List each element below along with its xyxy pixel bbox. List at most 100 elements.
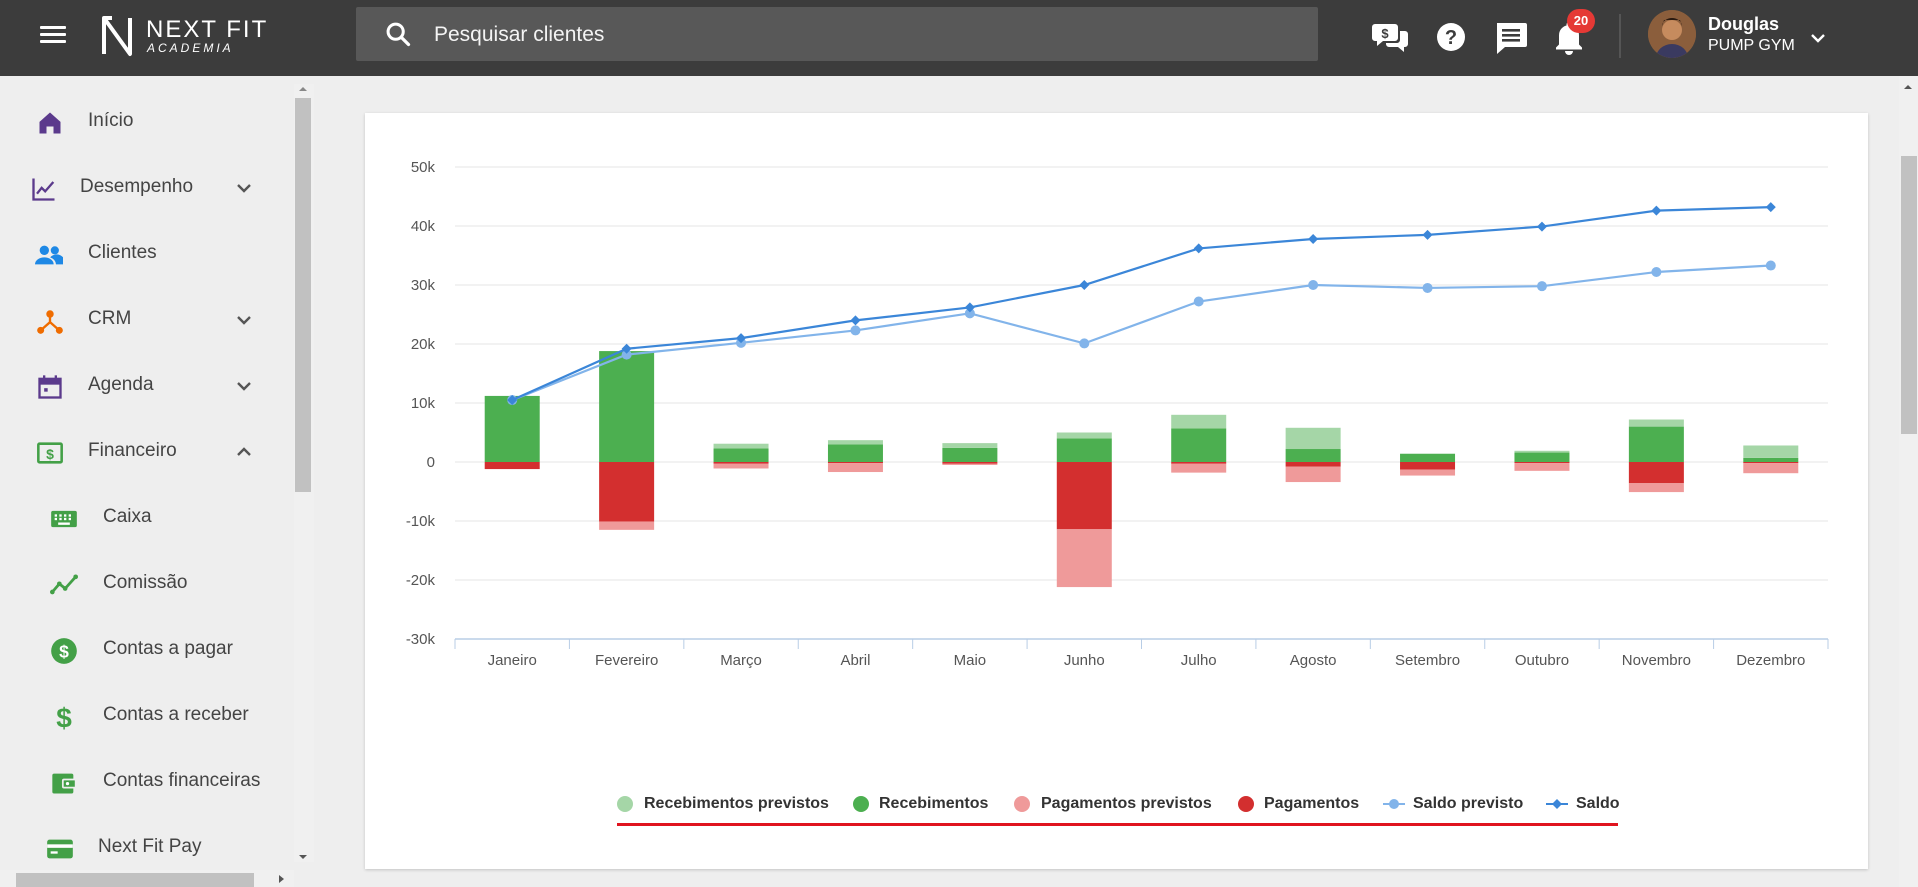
legend-underline [617, 823, 1618, 826]
chevron-down-icon[interactable] [1806, 26, 1830, 50]
sidebar-item-clientes[interactable]: Clientes [0, 228, 290, 280]
main-scrollbar-thumb[interactable] [1901, 156, 1917, 434]
sidebar-item-financeiro[interactable]: $ Financeiro [0, 426, 290, 478]
bar-pagamentos-previstos [827, 463, 883, 473]
logo-subtitle: ACADEMIA [147, 41, 234, 55]
sidebar-item-contas-a-receber[interactable]: $ Contas a receber [0, 690, 290, 742]
bar-recebimentos-previstos [713, 443, 769, 449]
chevron-up-icon[interactable] [232, 440, 256, 464]
point-saldo [736, 333, 747, 344]
chart-line-icon [50, 574, 78, 595]
bar-recebimentos-previstos [1743, 445, 1799, 458]
svg-text:$: $ [56, 703, 72, 731]
bar-pagamentos-previstos [1056, 529, 1112, 588]
line-saldo [511, 206, 1771, 402]
sidebar-item-contas-financeiras[interactable]: Contas financeiras [0, 756, 290, 808]
sidebar-item-label: Início [88, 110, 134, 131]
legend-marker-line-diamond-icon [1546, 799, 1568, 809]
bar-pagamentos [1514, 462, 1570, 464]
user-name[interactable]: Douglas [1708, 14, 1780, 34]
sidebar-item-comissao[interactable]: Comissão [0, 558, 290, 610]
sidebar-item-crm[interactable]: CRM [0, 294, 290, 346]
point-saldo-previsto [1422, 282, 1433, 293]
search-icon[interactable] [384, 20, 412, 48]
search-input[interactable] [432, 17, 1296, 53]
dollar-icon: $ [56, 703, 72, 731]
scroll-down-arrow-icon[interactable] [297, 852, 309, 862]
sidebar-item-inicio[interactable]: Início [0, 96, 290, 148]
chevron-down-icon[interactable] [232, 374, 256, 398]
bar-pagamentos-previstos [1628, 483, 1684, 493]
y-tick-label: -10k [406, 513, 436, 530]
bar-pagamentos-previstos [599, 521, 655, 530]
main-scroll-up-arrow-icon[interactable] [1902, 82, 1914, 92]
notifications-badge: 20 [1567, 9, 1595, 33]
point-saldo [850, 315, 861, 326]
x-tick-label: Maio [954, 652, 987, 669]
x-tick-label: Setembro [1395, 652, 1460, 669]
help-icon[interactable]: ? [1432, 18, 1470, 56]
point-saldo-previsto [1308, 280, 1319, 290]
sidebar-item-label: Comissão [103, 572, 188, 593]
bar-pagamentos [713, 462, 769, 464]
sidebar-item-label: Agenda [88, 374, 154, 395]
hamburger-menu-icon[interactable] [38, 22, 68, 52]
point-saldo-previsto [1651, 267, 1662, 278]
y-tick-label: -20k [406, 572, 436, 589]
point-saldo-previsto [1765, 260, 1776, 271]
sidebar-item-caixa[interactable]: Caixa [0, 492, 290, 544]
bar-pagamentos [942, 462, 998, 464]
bar-pagamentos [599, 462, 655, 522]
chat-money-icon[interactable]: $ [1372, 18, 1410, 56]
point-saldo [1651, 205, 1662, 216]
scroll-up-arrow-icon[interactable] [297, 84, 309, 94]
legend-label: Saldo [1576, 795, 1620, 812]
bar-pagamentos-previstos [1171, 463, 1227, 473]
legend-label: Recebimentos [879, 795, 989, 812]
logo-title: NEXT FIT [146, 16, 269, 43]
chevron-down-icon[interactable] [232, 308, 256, 332]
sidebar-item-label: Desempenho [80, 176, 194, 197]
sidebar-item-label: Clientes [88, 242, 157, 263]
chart-card: 50k 40k 30k 20k 10k 0 -10k -20k -30k Janeiro Fever… [365, 113, 1868, 869]
sidebar-item-contas-a-pagar[interactable]: $ Contas a pagar [0, 624, 290, 676]
y-tick-label: 0 [427, 454, 435, 471]
legend-marker-line-circle-icon [1383, 799, 1405, 809]
bar-recebimentos-previstos [942, 443, 998, 448]
user-gym[interactable]: PUMP GYM [1708, 37, 1795, 54]
messages-icon[interactable] [1492, 18, 1530, 56]
sidebar-item-label: CRM [88, 308, 132, 329]
chevron-down-icon[interactable] [232, 176, 256, 200]
legend-label: Pagamentos [1264, 795, 1360, 812]
bar-pagamentos-previstos [1514, 463, 1570, 471]
x-tick-label: Dezembro [1736, 652, 1805, 669]
sidebar-item-agenda[interactable]: Agenda [0, 360, 290, 412]
x-tick-label: Junho [1064, 652, 1105, 669]
money-icon: $ [37, 442, 63, 464]
bar-recebimentos-previstos [1171, 414, 1227, 429]
sidebar-item-next-fit-pay[interactable]: Next Fit Pay [0, 822, 290, 874]
sidebar-scrollbar-thumb[interactable] [295, 98, 311, 492]
bar-pagamentos-previstos [1285, 466, 1341, 483]
sidebar-item-desempenho[interactable]: Desempenho [0, 162, 290, 214]
point-saldo [964, 302, 975, 313]
bar-pagamentos [1400, 462, 1456, 470]
bar-pagamentos [1743, 462, 1799, 464]
x-tick-label: Abril [840, 652, 870, 669]
bar-recebimentos-previstos [1514, 450, 1570, 453]
y-tick-label: 40k [411, 218, 436, 235]
bar-pagamentos [827, 462, 883, 464]
crm-icon [37, 310, 63, 334]
bar-recebimentos [1400, 453, 1456, 462]
keyboard-icon [51, 510, 77, 528]
trending-icon [32, 178, 55, 201]
sidebar-horizontal-scrollbar-thumb[interactable] [16, 873, 254, 887]
point-saldo [1193, 243, 1204, 254]
bar-pagamentos [1171, 462, 1227, 464]
scroll-right-arrow-icon[interactable] [276, 872, 288, 886]
bar-pagamentos [1056, 462, 1112, 530]
next-fit-logo[interactable]: NEXT FIT ACADEMIA [100, 14, 280, 60]
avatar[interactable] [1648, 10, 1696, 58]
point-saldo-previsto [1079, 338, 1090, 349]
y-tick-label: 20k [411, 336, 436, 353]
